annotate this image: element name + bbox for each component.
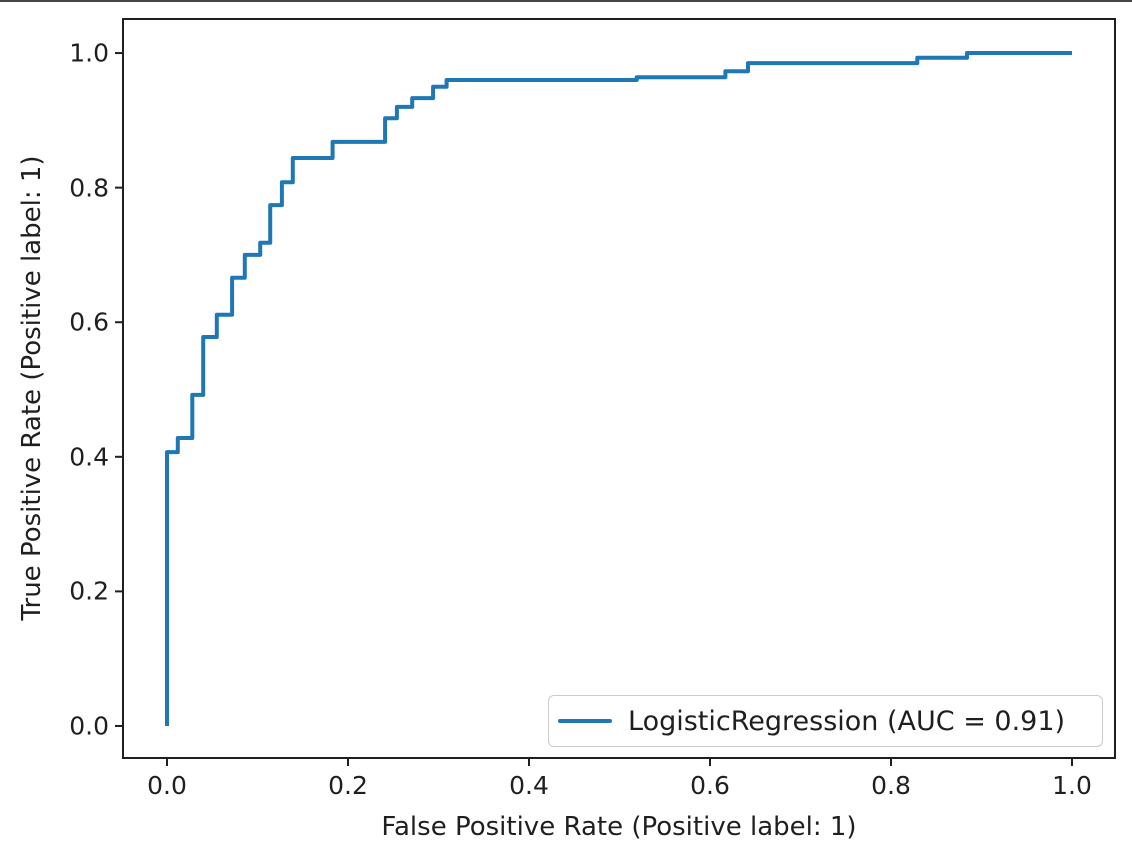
roc-curve-line <box>165 51 1072 726</box>
x-tick-label: 0.6 <box>690 771 730 800</box>
legend: LogisticRegression (AUC = 0.91) <box>548 695 1103 747</box>
x-tick-label: 0.2 <box>328 771 368 800</box>
x-tick-label: 1.0 <box>1052 771 1092 800</box>
x-tick-label: 0.4 <box>509 771 549 800</box>
x-tick-label: 0.0 <box>147 771 187 800</box>
y-tick-label: 0.0 <box>69 711 109 741</box>
y-tick-label: 0.2 <box>69 576 109 606</box>
x-tick-label: 0.8 <box>871 771 911 800</box>
y-tick-label: 0.6 <box>69 307 109 337</box>
y-tick-label: 0.4 <box>69 442 109 472</box>
y-tick-label: 1.0 <box>69 38 109 68</box>
legend-line-sample <box>558 719 612 723</box>
axis-ticks <box>115 52 1074 766</box>
window-top-border <box>0 0 1132 2</box>
legend-label: LogisticRegression (AUC = 0.91) <box>628 705 1066 737</box>
x-axis-title: False Positive Rate (Positive label: 1) <box>381 812 857 842</box>
y-tick-label: 0.8 <box>69 172 109 202</box>
plot-frame <box>122 18 1116 759</box>
y-axis-title: True Positive Rate (Positive label: 1) <box>17 155 47 621</box>
